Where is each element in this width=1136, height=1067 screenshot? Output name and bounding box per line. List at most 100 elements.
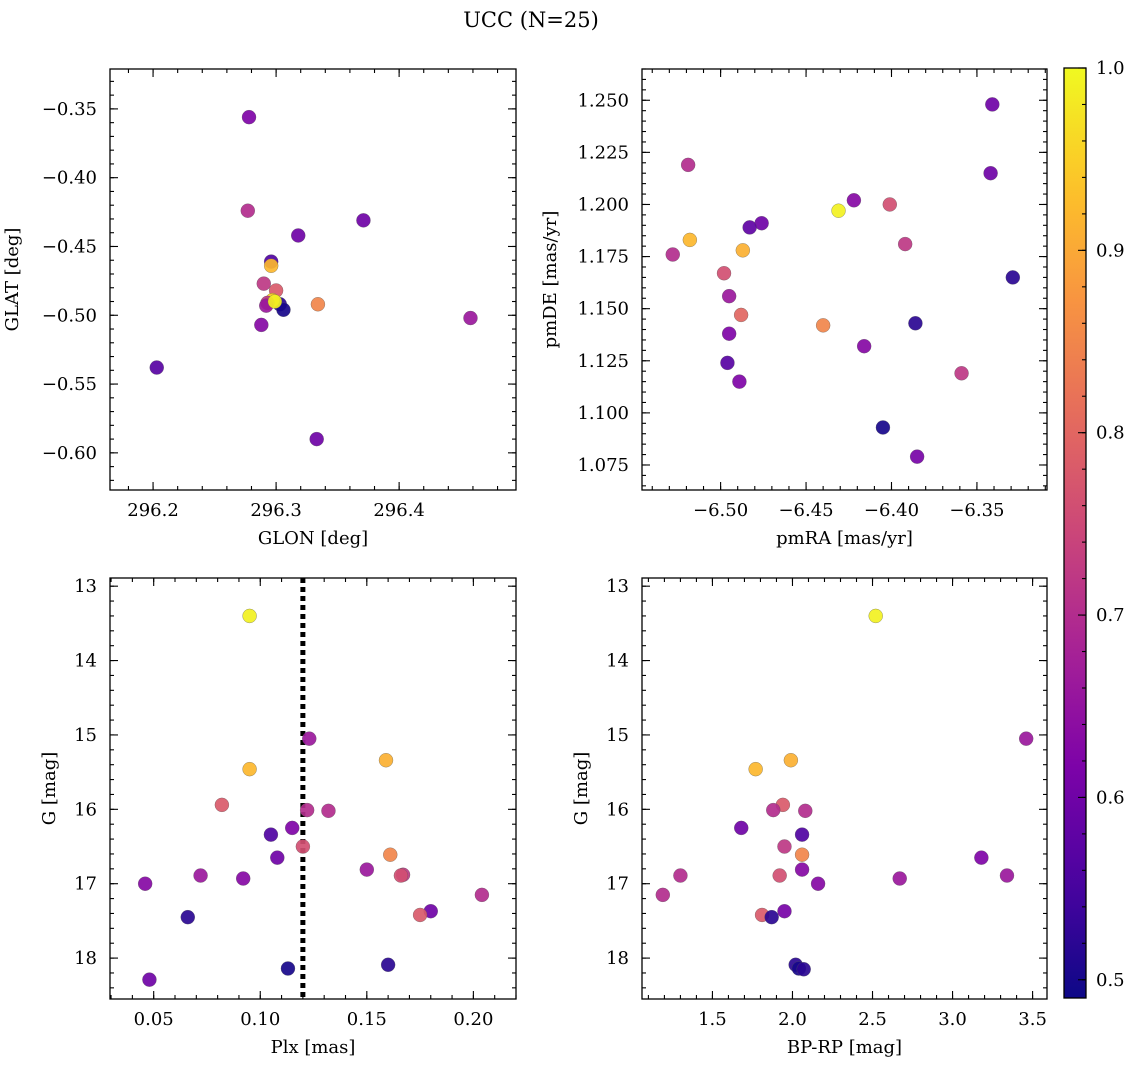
data-point xyxy=(359,862,375,877)
data-point xyxy=(764,909,779,925)
colorbar-frame xyxy=(1063,67,1087,999)
data-point xyxy=(985,97,1000,112)
data-point xyxy=(280,961,296,976)
data-point xyxy=(1018,731,1034,746)
data-point xyxy=(356,213,371,228)
data-point xyxy=(810,876,826,891)
data-point xyxy=(137,876,153,891)
colorbar-tick-label: 1.0 xyxy=(1096,58,1125,79)
colorbar-gradient xyxy=(1064,68,1086,998)
y-axis-label: G [mag] xyxy=(571,752,592,825)
y-tick-label: −0.45 xyxy=(42,236,97,257)
colorbar-tick-label: 0.6 xyxy=(1096,787,1125,808)
data-point xyxy=(772,868,787,883)
data-point xyxy=(815,318,831,333)
x-tick-label: 0.15 xyxy=(347,1009,387,1030)
y-tick-label: 14 xyxy=(74,651,97,672)
data-point xyxy=(1005,270,1021,285)
data-point xyxy=(983,165,998,181)
y-tick-label: −0.55 xyxy=(42,374,97,395)
data-point xyxy=(716,265,732,281)
data-point xyxy=(783,752,799,768)
axis-ticks xyxy=(642,68,1047,490)
data-point xyxy=(680,157,696,173)
data-point xyxy=(412,907,428,923)
data-point xyxy=(777,839,792,854)
data-point xyxy=(299,802,315,818)
data-point xyxy=(856,338,872,354)
scatter-points xyxy=(137,608,490,987)
y-tick-label: 14 xyxy=(606,651,629,672)
data-point xyxy=(954,366,969,381)
data-point xyxy=(655,887,671,903)
axis-ticks xyxy=(110,578,517,999)
panel-tr: −6.50 −6.45 −6.40 −6.35 1.075 1.100 1.125 1.150… xyxy=(540,68,1048,549)
data-point xyxy=(242,761,257,777)
data-point xyxy=(721,326,737,341)
axes-frame xyxy=(109,68,517,491)
data-point xyxy=(290,228,306,243)
colorbar: 0.5 0.6 0.7 0.8 0.9 1.0 xyxy=(1063,58,1125,999)
data-point xyxy=(270,850,285,865)
y-tick-label: 1.200 xyxy=(577,194,629,215)
data-point xyxy=(897,236,913,252)
y-tick-label: 15 xyxy=(74,725,97,746)
y-axis-label: G [mag] xyxy=(39,752,60,825)
data-point xyxy=(149,360,165,375)
y-tick-label: 1.125 xyxy=(577,351,629,372)
data-point xyxy=(875,420,891,435)
data-point xyxy=(796,961,811,977)
scatter-points xyxy=(149,109,478,447)
data-point xyxy=(831,203,846,218)
panel-br: 1.5 2.0 2.5 3.0 3.5 13 14 15 16 17 18 BP-RP [mag] G … xyxy=(571,576,1048,1058)
figure-title: UCC (N=25) xyxy=(463,8,599,32)
x-tick-label: 296.3 xyxy=(250,500,302,521)
data-point xyxy=(193,868,208,883)
data-point xyxy=(974,850,989,865)
data-point xyxy=(474,887,490,903)
x-axis-label: pmRA [mas/yr] xyxy=(776,528,913,549)
x-tick-label: 0.20 xyxy=(453,1009,493,1030)
colorbar-tick-label: 0.5 xyxy=(1096,970,1125,991)
data-point xyxy=(846,193,862,208)
y-tick-label: 1.250 xyxy=(577,90,629,111)
data-point xyxy=(673,868,688,883)
panels: 296.2 296.3 296.4 −0.35 −0.40 −0.45 −0.50 −0.55… xyxy=(2,68,1048,1058)
x-tick-label: 1.5 xyxy=(698,1009,727,1030)
y-tick-label: 17 xyxy=(74,874,97,895)
data-point xyxy=(310,297,326,312)
x-tick-label: 296.4 xyxy=(373,500,425,521)
data-point xyxy=(882,197,898,212)
data-point xyxy=(682,232,698,248)
data-point xyxy=(733,307,749,323)
x-tick-label: −6.35 xyxy=(949,500,1004,521)
colorbar-tick-label: 0.9 xyxy=(1096,240,1125,261)
data-point xyxy=(321,803,336,819)
data-point xyxy=(732,374,747,389)
y-tick-label: −0.60 xyxy=(42,443,97,464)
y-tick-label: 18 xyxy=(74,948,97,969)
y-tick-label: −0.40 xyxy=(42,168,97,189)
data-point xyxy=(999,868,1015,883)
x-tick-label: 296.2 xyxy=(127,500,179,521)
panel-tl: 296.2 296.3 296.4 −0.35 −0.40 −0.45 −0.50 −0.55… xyxy=(2,68,517,549)
data-point xyxy=(256,276,272,291)
data-point xyxy=(267,294,283,309)
data-point xyxy=(295,839,311,854)
data-point xyxy=(142,972,157,987)
data-point xyxy=(263,827,279,842)
axes-frame xyxy=(641,577,1048,1000)
data-point xyxy=(794,862,810,877)
data-point xyxy=(263,258,279,273)
data-point xyxy=(748,761,763,777)
y-tick-label: 16 xyxy=(606,799,629,820)
y-axis-label: GLAT [deg] xyxy=(2,228,23,332)
y-tick-label: 18 xyxy=(606,948,629,969)
data-point xyxy=(254,317,269,333)
y-tick-label: 16 xyxy=(74,799,97,820)
data-point xyxy=(794,827,810,842)
data-point xyxy=(284,820,300,836)
x-tick-label: 0.05 xyxy=(134,1009,174,1030)
y-tick-label: −0.35 xyxy=(42,99,97,120)
y-tick-label: 1.100 xyxy=(577,403,629,424)
